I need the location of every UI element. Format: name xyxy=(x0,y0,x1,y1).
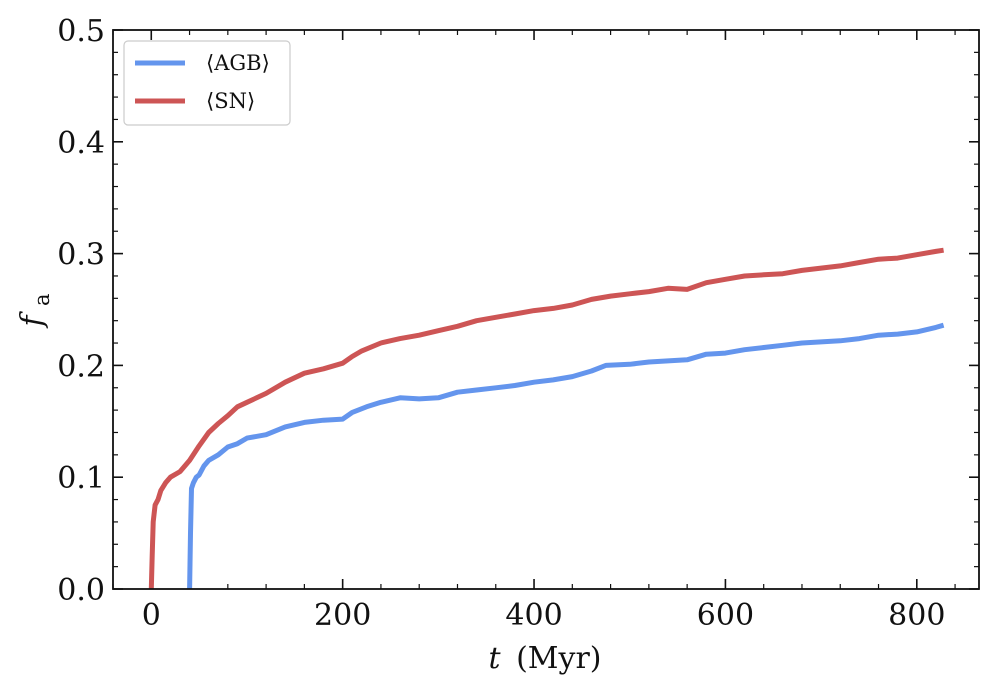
x-tick-label: 200 xyxy=(314,598,371,633)
legend-label-agb: ⟨AGB⟩ xyxy=(206,51,270,75)
y-tick-label: 0.1 xyxy=(57,461,105,496)
y-axis-label: f a xyxy=(15,293,54,328)
x-axis-label: t (Myr) xyxy=(488,641,601,676)
series-line-agb xyxy=(187,322,945,590)
series-group xyxy=(148,247,945,590)
x-tick-label: 0 xyxy=(142,598,161,633)
y-tick-label: 0.2 xyxy=(57,349,105,384)
x-tick-label: 400 xyxy=(505,598,562,633)
y-tick-label: 0.0 xyxy=(57,573,105,608)
legend: ⟨AGB⟩ ⟨SN⟩ xyxy=(123,40,291,126)
series-line-sn xyxy=(148,247,944,590)
plot-frame xyxy=(112,29,980,590)
ticks: 0 200 400 600 800 0.0 0.1 0.2 0.3 0.4 0.5 xyxy=(57,14,979,633)
x-tick-label: 600 xyxy=(697,598,754,633)
x-tick-label: 800 xyxy=(888,598,945,633)
y-tick-label: 0.3 xyxy=(57,238,105,273)
legend-label-sn: ⟨SN⟩ xyxy=(206,89,255,113)
y-tick-label: 0.4 xyxy=(57,126,105,161)
y-tick-label: 0.5 xyxy=(57,14,105,49)
